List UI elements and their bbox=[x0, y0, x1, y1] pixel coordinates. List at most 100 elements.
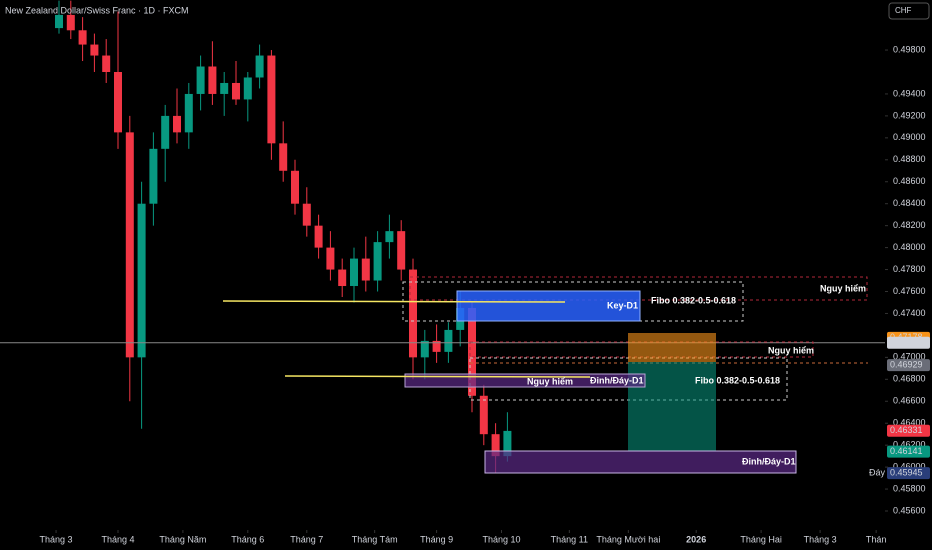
candle-body bbox=[137, 203, 146, 358]
candle-body bbox=[279, 143, 288, 171]
candle-body bbox=[468, 307, 476, 396]
price-badge-label: 0.46929 bbox=[890, 360, 923, 370]
y-tick-label: 0.46800 bbox=[893, 374, 926, 384]
x-tick-label: Tháng 7 bbox=[290, 534, 323, 544]
x-tick-label: Thán bbox=[866, 534, 887, 544]
candle-body bbox=[338, 269, 347, 287]
candle-body bbox=[302, 203, 311, 226]
annotation: Nguy hiểm bbox=[768, 345, 814, 355]
price-badge bbox=[887, 336, 930, 349]
annotation: Fibo 0.382-0.5-0.618 bbox=[651, 295, 736, 305]
candle-body bbox=[314, 225, 323, 248]
key-zone bbox=[456, 290, 641, 322]
y-tick-label: 0.46600 bbox=[893, 396, 926, 406]
candle-body bbox=[149, 148, 158, 204]
price-badge-label: 0.45945 bbox=[890, 468, 923, 478]
trend-line bbox=[222, 300, 566, 303]
drawings: Key-D1 Fibo 0.382-0.5-0.618 Nguy hiểm Ng… bbox=[222, 276, 868, 474]
candle-body bbox=[173, 115, 181, 133]
y-tick-label: 0.48800 bbox=[893, 154, 926, 164]
x-tick-label: Tháng Hai bbox=[740, 534, 782, 544]
chart-title: New Zealand Dollar/Swiss Franc · 1D · FX… bbox=[5, 5, 189, 15]
candle-body bbox=[161, 115, 170, 149]
risk-zone bbox=[628, 333, 716, 362]
candle-body bbox=[243, 77, 252, 100]
candle-body bbox=[373, 242, 382, 281]
y-tick-label: 0.46000 bbox=[893, 461, 926, 471]
candle-body bbox=[385, 231, 394, 243]
candle-body bbox=[432, 340, 441, 352]
annotation: Đỉnh/Đáy-D1 bbox=[590, 375, 644, 385]
y-tick-label: 0.49800 bbox=[893, 44, 926, 54]
candle-body bbox=[184, 93, 193, 133]
candle-body bbox=[78, 30, 87, 45]
candle-body bbox=[90, 44, 99, 56]
candle-body bbox=[232, 82, 240, 100]
candle-body bbox=[444, 329, 453, 352]
candle-body bbox=[114, 71, 122, 133]
candle-body bbox=[255, 55, 264, 78]
y-tick-label: 0.47400 bbox=[893, 308, 926, 318]
price-badge bbox=[887, 445, 930, 458]
y-tick-label: 0.46400 bbox=[893, 418, 926, 428]
price-badge bbox=[887, 424, 930, 437]
price-badge-label: 0.46141 bbox=[890, 446, 923, 456]
currency-button[interactable] bbox=[888, 2, 930, 20]
currency-label[interactable]: CHF bbox=[895, 6, 912, 15]
candle-body bbox=[479, 395, 488, 435]
y-tick-label: 0.48400 bbox=[893, 198, 926, 208]
candle-body bbox=[267, 55, 276, 144]
y-tick-label: 0.48000 bbox=[893, 242, 926, 252]
annotation: Key-D1 bbox=[607, 300, 638, 310]
x-tick-label: Tháng Tám bbox=[352, 534, 398, 544]
y-tick-label: 0.46200 bbox=[893, 440, 926, 450]
x-tick-label: Tháng 4 bbox=[101, 534, 134, 544]
candle-body bbox=[208, 66, 217, 94]
x-tick-label: Tháng 10 bbox=[482, 534, 520, 544]
candle-body bbox=[350, 258, 358, 287]
candle-body bbox=[66, 14, 75, 31]
x-tick-label: Tháng 3 bbox=[40, 534, 73, 544]
x-tick-label: Tháng 6 bbox=[231, 534, 264, 544]
trend-line bbox=[284, 375, 591, 378]
candle-body bbox=[55, 14, 63, 29]
x-tick-label: Tháng Mười hai bbox=[596, 534, 660, 544]
x-tick-label: Tháng 3 bbox=[804, 534, 837, 544]
x-tick-label: Tháng 11 bbox=[551, 534, 588, 544]
candle-body bbox=[220, 82, 229, 94]
y-tick-label: 0.45600 bbox=[893, 505, 926, 515]
annotation: Fibo 0.382-0.5-0.618 bbox=[695, 375, 780, 385]
annotation: Đỉnh/Đáy-D1 bbox=[742, 456, 796, 466]
y-tick-label: 0.47000 bbox=[893, 352, 926, 362]
candle-body bbox=[361, 258, 370, 281]
candle-body bbox=[397, 231, 406, 270]
candle-body bbox=[503, 430, 512, 457]
candle-body bbox=[102, 55, 111, 72]
y-tick-label: 0.47600 bbox=[893, 286, 926, 296]
price-badge-label: 0.46331 bbox=[890, 425, 923, 435]
candle-body bbox=[125, 132, 134, 358]
x-tick-label: Tháng 9 bbox=[420, 534, 453, 544]
candle-body bbox=[491, 434, 500, 457]
x-tick-label: 2026 bbox=[686, 534, 706, 544]
y-tick-label: 0.48200 bbox=[893, 220, 926, 230]
y-tick-label: 0.48600 bbox=[893, 176, 926, 186]
y-tick-label: 0.47800 bbox=[893, 264, 926, 274]
candle-body bbox=[196, 66, 205, 94]
candle-body bbox=[420, 340, 429, 358]
plot bbox=[0, 0, 885, 473]
badge-name: Đáy bbox=[869, 468, 886, 478]
y-tick-label: 0.49400 bbox=[893, 88, 926, 98]
candle-body bbox=[291, 170, 299, 204]
annotation: Nguy hiểm bbox=[527, 376, 573, 386]
zone-box bbox=[484, 450, 797, 474]
y-tick-label: 0.49200 bbox=[893, 110, 926, 120]
annotation: Nguy hiểm bbox=[820, 283, 866, 293]
y-tick-label: 0.49000 bbox=[893, 132, 926, 142]
candle-body bbox=[409, 269, 417, 358]
price-badge bbox=[887, 467, 930, 480]
price-badge bbox=[887, 359, 930, 372]
y-tick-label: 0.45800 bbox=[893, 483, 926, 493]
price-badge-label: 0.47133 bbox=[890, 337, 923, 347]
